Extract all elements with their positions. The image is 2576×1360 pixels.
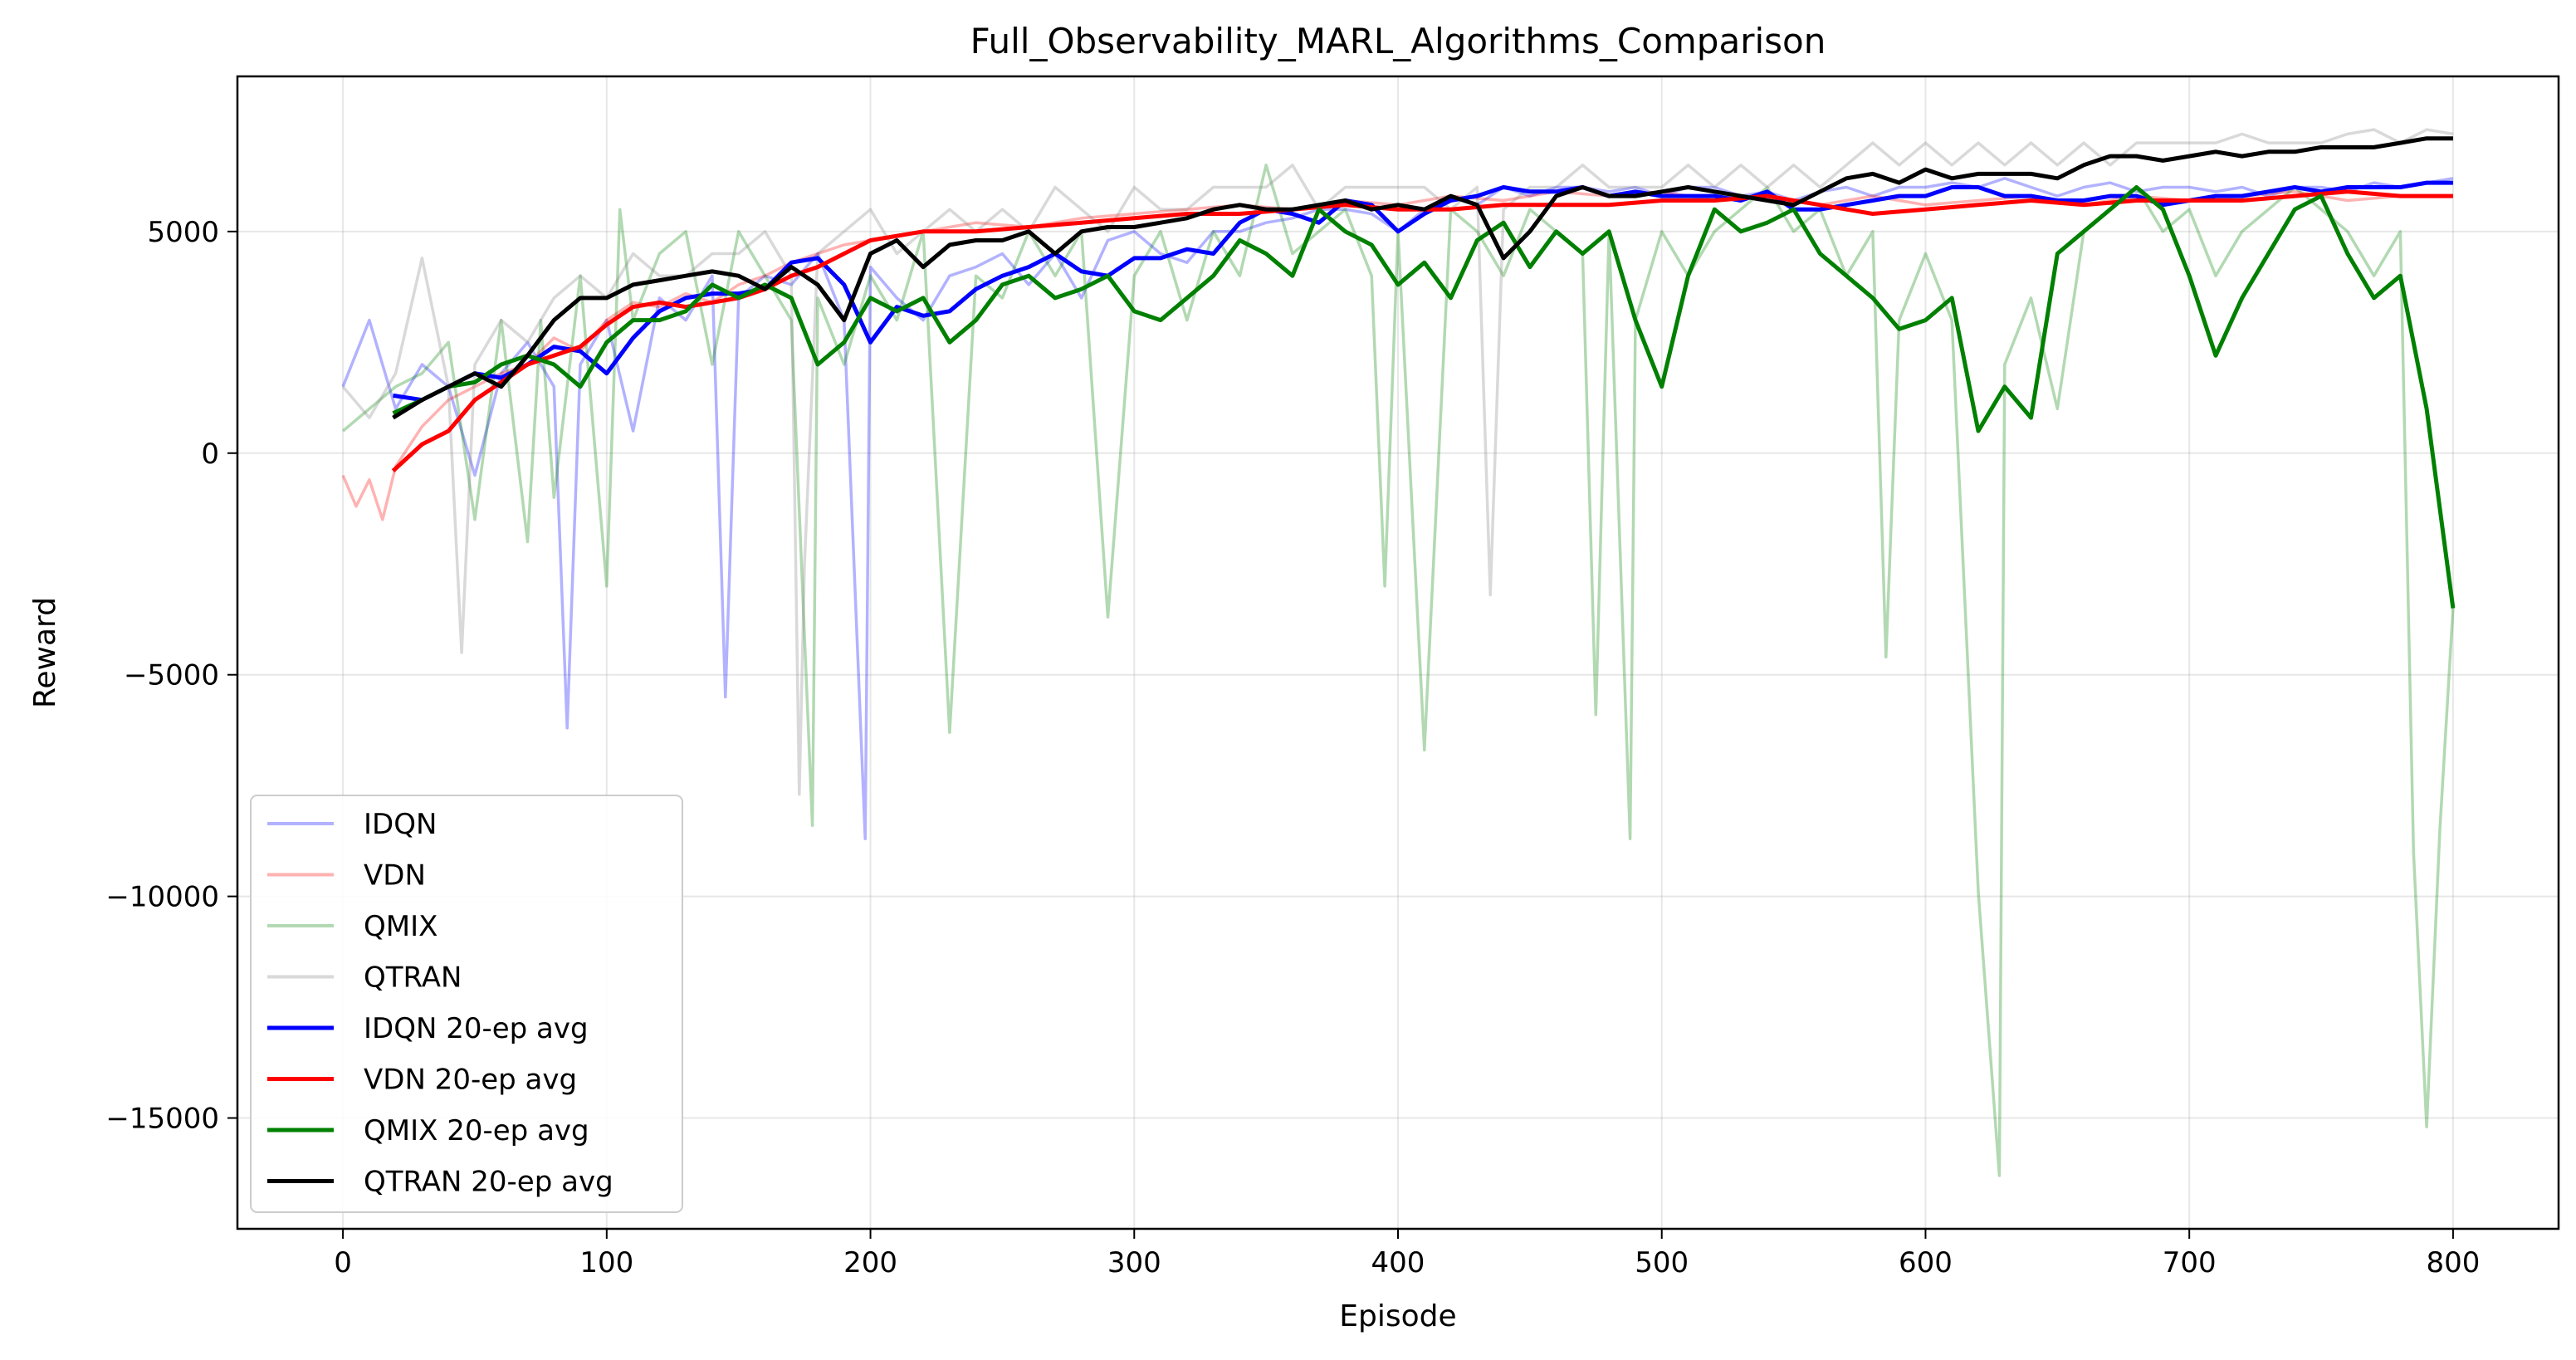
series-line-qtran-20-ep-avg [392,136,2453,420]
series-line-qmix-20-ep-avg [392,185,2456,609]
chart-legend: IDQN VDN QMIX QTRAN IDQN 20-ep avg VDN 20-ep … [250,795,683,1213]
series-line-idqn-20-ep-avg [393,180,2453,403]
y-tick-label: 5000 [147,216,219,249]
avg-series-layer [391,136,2456,609]
series-line-idqn [341,177,2454,840]
y-tick-label: 0 [201,438,219,471]
legend-label-vdn-20-ep-avg: VDN 20-ep avg [364,1064,577,1097]
x-tick-label: 700 [2163,1246,2217,1279]
legend-label-qmix: QMIX [364,910,437,943]
legend-label-qtran: QTRAN [364,961,462,995]
y-axis-label: Reward [28,597,62,708]
x-tick-label: 100 [579,1246,633,1279]
legend-label-idqn-20-ep-avg: IDQN 20-ep avg [364,1012,589,1045]
y-tick-label: −5000 [124,659,219,692]
chart-title: Full_Observability_MARL_Algorithms_Compa… [970,21,1826,61]
series-line-vdn-20-ep-avg [391,189,2453,472]
legend-box [250,795,683,1213]
x-axis-label: Episode [1339,1299,1456,1333]
x-tick-label: 400 [1371,1246,1425,1279]
x-tick-label: 0 [334,1246,352,1279]
x-axis-ticks: 0 100 200 300 400 500 600 700 800 [334,1229,2480,1279]
x-tick-label: 600 [1899,1246,1953,1279]
legend-items: IDQN VDN QMIX QTRAN IDQN 20-ep avg VDN 20-ep … [267,808,613,1199]
x-tick-label: 500 [1635,1246,1689,1279]
y-axis-ticks: 5000 0 −5000 −10000 −15000 [105,216,237,1136]
x-tick-label: 800 [2426,1246,2480,1279]
y-tick-label: −15000 [105,1103,219,1136]
x-tick-label: 300 [1107,1246,1161,1279]
legend-label-vdn: VDN [364,859,426,893]
y-tick-label: −10000 [105,881,219,914]
legend-label-qtran-20-ep-avg: QTRAN 20-ep avg [364,1166,613,1199]
legend-label-qmix-20-ep-avg: QMIX 20-ep avg [364,1114,589,1147]
x-tick-label: 200 [843,1246,897,1279]
legend-label-idqn: IDQN [364,808,437,841]
